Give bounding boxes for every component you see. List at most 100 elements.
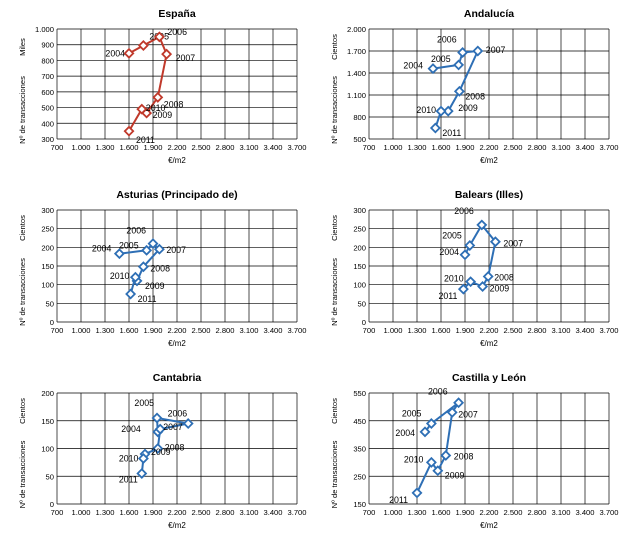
x-tick-label: 2.500 — [503, 143, 522, 152]
x-tick-label: 3.700 — [287, 508, 306, 517]
x-tick-label: 700 — [363, 508, 376, 517]
y-tick-label: 600 — [41, 88, 54, 97]
data-label: 2008 — [150, 264, 170, 274]
x-tick-label: 2.500 — [191, 508, 210, 517]
x-tick-label: 1.600 — [431, 326, 450, 335]
y-tick-label: 150 — [41, 262, 54, 271]
x-tick-label: 3.400 — [263, 143, 282, 152]
chart-title: España — [158, 8, 196, 20]
data-point — [113, 248, 125, 260]
data-point — [152, 91, 164, 103]
data-label: 2011 — [438, 291, 457, 301]
y-tick-label: 100 — [41, 445, 54, 454]
x-tick-label: 1.900 — [143, 326, 162, 335]
data-label: 2004 — [395, 428, 415, 438]
y-tick-label: 150 — [353, 262, 366, 271]
data-point — [153, 31, 165, 43]
x-tick-label: 3.400 — [263, 508, 282, 517]
x-tick-label: 2.800 — [215, 326, 234, 335]
y-tick-label: 700 — [41, 72, 54, 81]
y-tick-label: 0 — [362, 318, 366, 327]
data-point — [425, 418, 437, 429]
data-label: 2007 — [503, 239, 523, 249]
x-tick-label: 3.700 — [599, 143, 618, 152]
data-label: 2006 — [168, 409, 188, 419]
x-tick-label: 700 — [363, 326, 376, 335]
chart-title: Asturias (Principado de) — [116, 189, 237, 201]
y-unit-label: Cientos — [18, 215, 27, 241]
y-tick-label: 900 — [41, 41, 54, 50]
x-axis-label: €/m2 — [168, 521, 186, 530]
data-point — [154, 423, 166, 435]
x-tick-label: 3.700 — [599, 326, 618, 335]
x-tick-label: 700 — [51, 143, 64, 152]
data-label: 2010 — [444, 274, 464, 284]
data-point — [152, 443, 164, 454]
x-tick-label: 1.000 — [383, 508, 402, 517]
data-point — [459, 249, 471, 261]
data-label: 2009 — [145, 281, 165, 291]
data-point — [453, 397, 465, 409]
x-tick-label: 2.200 — [479, 326, 498, 335]
data-label: 2005 — [119, 240, 139, 250]
x-tick-label: 1.600 — [119, 508, 138, 517]
y-tick-label: 0 — [50, 500, 54, 509]
x-tick-label: 3.100 — [551, 326, 570, 335]
data-point — [457, 283, 469, 295]
x-tick-label: 1.000 — [383, 143, 402, 152]
data-label: 2006 — [437, 34, 457, 44]
data-label: 2004 — [105, 48, 125, 58]
y-tick-label: 0 — [50, 318, 54, 327]
y-tick-label: 1.100 — [347, 91, 366, 100]
data-label: 2010 — [404, 454, 424, 464]
data-point — [464, 239, 476, 251]
data-point — [123, 125, 135, 137]
data-point — [472, 45, 484, 57]
y-tick-label: 250 — [353, 225, 366, 234]
x-tick-label: 3.100 — [551, 508, 570, 517]
x-tick-label: 2.800 — [215, 508, 234, 517]
data-label: 2010 — [146, 103, 166, 113]
data-point — [465, 276, 477, 288]
x-tick-label: 1.300 — [95, 143, 114, 152]
data-point — [137, 40, 149, 51]
y-unit-label: Cientos — [330, 398, 339, 424]
data-label: 2009 — [153, 110, 173, 120]
data-label: 2008 — [165, 443, 185, 453]
y-tick-label: 1.000 — [35, 25, 54, 34]
y-axis-label: Nº de transacciones — [330, 76, 339, 144]
x-tick-label: 2.200 — [479, 508, 498, 517]
x-axis-label: €/m2 — [168, 339, 186, 348]
x-tick-label: 2.800 — [527, 326, 546, 335]
y-tick-label: 550 — [353, 389, 366, 398]
data-point — [442, 105, 454, 117]
data-label: 2007 — [163, 422, 183, 432]
data-label: 2011 — [138, 294, 157, 304]
y-tick-label: 1.400 — [347, 69, 366, 78]
y-tick-label: 100 — [41, 281, 54, 290]
x-tick-label: 3.100 — [551, 143, 570, 152]
data-point — [129, 271, 141, 283]
x-axis-label: €/m2 — [168, 156, 186, 165]
x-axis-label: €/m2 — [480, 156, 498, 165]
y-tick-label: 300 — [353, 206, 366, 215]
data-point — [125, 288, 137, 300]
data-point — [411, 487, 423, 499]
x-tick-label: 2.200 — [167, 508, 186, 517]
data-label: 2008 — [164, 99, 184, 109]
x-axis-label: €/m2 — [480, 521, 498, 530]
data-label: 2004 — [439, 247, 459, 257]
x-tick-label: 2.800 — [215, 143, 234, 152]
y-tick-label: 500 — [41, 104, 54, 113]
data-label: 2011 — [389, 495, 408, 505]
x-tick-label: 1.600 — [431, 508, 450, 517]
data-point — [123, 47, 135, 59]
data-point — [432, 465, 444, 477]
x-tick-label: 1.300 — [407, 326, 426, 335]
x-tick-label: 1.600 — [431, 143, 450, 152]
y-axis-label: Nº de transacciones — [18, 258, 27, 326]
data-label: 2006 — [428, 387, 448, 397]
data-point — [161, 48, 173, 60]
data-point — [457, 46, 469, 58]
